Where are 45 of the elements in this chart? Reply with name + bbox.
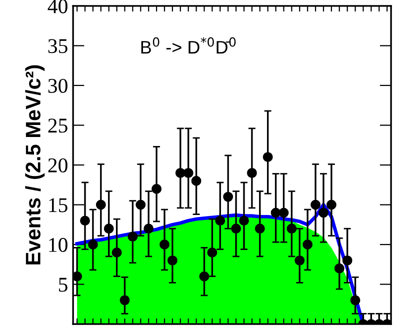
point bbox=[199, 271, 210, 282]
y-tick-label: 20 bbox=[48, 158, 68, 172]
point bbox=[88, 240, 98, 250]
point bbox=[278, 208, 289, 218]
point bbox=[310, 200, 321, 210]
point bbox=[112, 248, 122, 258]
y-tick-label: 5 bbox=[59, 278, 68, 292]
point bbox=[96, 200, 106, 210]
y-tick-label: 35 bbox=[48, 39, 68, 54]
point bbox=[207, 248, 218, 258]
y-tick-label: 10 bbox=[49, 238, 68, 252]
point bbox=[160, 240, 170, 250]
point bbox=[350, 295, 360, 306]
y-tick-label: 25 bbox=[48, 118, 68, 133]
point bbox=[152, 184, 162, 194]
point bbox=[215, 216, 226, 226]
point bbox=[334, 263, 344, 274]
point bbox=[286, 224, 297, 234]
point bbox=[231, 224, 242, 234]
point bbox=[73, 271, 82, 282]
annotation: B$^{0}$ -> D$^{*0}$D̄$^{0}$ bbox=[141, 37, 236, 54]
y-axis-title: Events / (2.5 MeV/c²) bbox=[25, 65, 45, 264]
y-tick-label: 15 bbox=[49, 198, 68, 212]
point bbox=[128, 232, 138, 242]
point bbox=[294, 255, 305, 266]
point bbox=[254, 224, 265, 234]
point bbox=[136, 200, 146, 210]
point bbox=[270, 208, 281, 218]
point bbox=[262, 152, 273, 162]
point bbox=[80, 216, 90, 226]
point bbox=[144, 224, 154, 234]
point bbox=[120, 295, 130, 306]
point bbox=[223, 192, 234, 202]
point bbox=[191, 176, 202, 186]
y-tick-label: 30 bbox=[48, 78, 68, 93]
point bbox=[302, 240, 313, 250]
point bbox=[342, 255, 352, 266]
point bbox=[175, 168, 186, 178]
point bbox=[318, 208, 328, 218]
point bbox=[246, 168, 257, 178]
point bbox=[239, 216, 249, 226]
point bbox=[104, 224, 114, 234]
point bbox=[167, 255, 178, 266]
point bbox=[326, 200, 336, 210]
point bbox=[183, 168, 194, 178]
